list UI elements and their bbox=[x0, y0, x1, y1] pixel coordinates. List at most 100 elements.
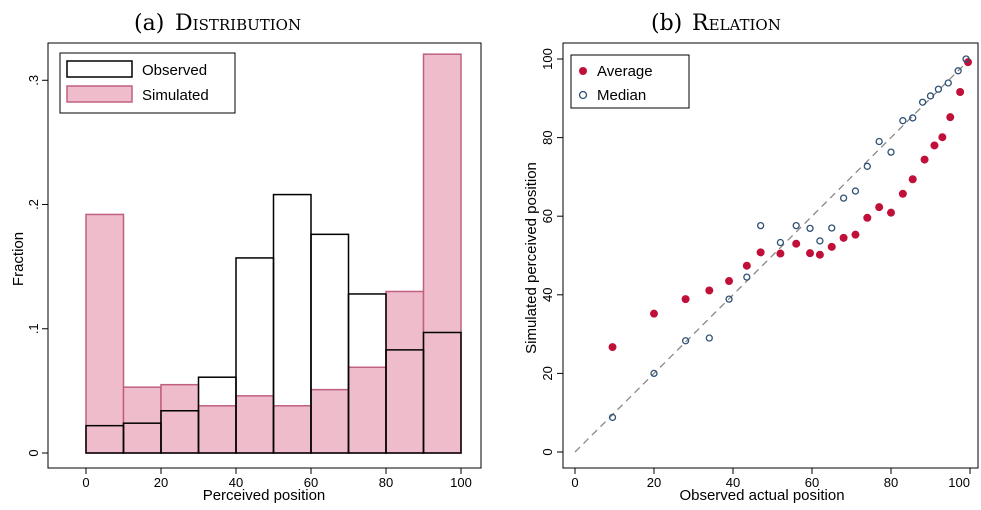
average-point bbox=[863, 213, 872, 222]
average-point bbox=[815, 250, 824, 259]
average-point bbox=[875, 203, 884, 212]
average-point bbox=[756, 248, 765, 257]
legend-observed-label: Observed bbox=[142, 62, 207, 79]
legend-simulated-swatch bbox=[66, 85, 133, 103]
median-point bbox=[899, 117, 907, 125]
simulated-bar bbox=[235, 395, 275, 454]
average-point bbox=[806, 249, 815, 258]
average-point bbox=[930, 141, 939, 150]
simulated-bar bbox=[422, 53, 462, 454]
average-point bbox=[608, 343, 617, 352]
panel-b-title: Relation bbox=[692, 11, 781, 36]
median-point bbox=[934, 85, 943, 93]
average-point bbox=[827, 242, 836, 251]
x-tick-label: 60 bbox=[805, 475, 819, 490]
simulated-bar bbox=[160, 383, 200, 454]
average-point bbox=[964, 58, 973, 67]
panel-b-legend-box bbox=[570, 54, 690, 109]
median-point bbox=[875, 137, 883, 146]
panel-a-y-ticks: 0 .1 .2 .3 bbox=[26, 75, 48, 457]
average-point bbox=[851, 230, 860, 239]
panel-a-legend: Observed Simulated bbox=[59, 52, 236, 114]
panel-b-y-ticks: 0 20 40 60 80 100 bbox=[540, 48, 563, 456]
legend-simulated-label: Simulated bbox=[142, 87, 209, 104]
x-tick-label: 20 bbox=[647, 475, 661, 490]
y-tick-label: .1 bbox=[26, 323, 41, 334]
median-point bbox=[887, 148, 895, 156]
y-tick-label: 80 bbox=[540, 130, 555, 144]
median-point bbox=[926, 92, 935, 100]
simulated-bar bbox=[310, 388, 350, 454]
x-tick-label: 40 bbox=[229, 475, 243, 490]
y-tick-label: 40 bbox=[540, 288, 555, 302]
median-point bbox=[944, 79, 952, 87]
median-points bbox=[608, 55, 970, 422]
panel-b-plot-frame bbox=[562, 42, 979, 469]
panel-b-x-ticks: 0 20 40 60 80 100 bbox=[571, 468, 971, 490]
observed-bar bbox=[422, 331, 462, 454]
median-point bbox=[725, 295, 733, 303]
panel-a-title: Distribution bbox=[175, 11, 301, 36]
x-tick-label: 20 bbox=[154, 475, 168, 490]
x-tick-label: 80 bbox=[379, 475, 393, 490]
x-tick-label: 100 bbox=[948, 475, 970, 490]
y-tick-label: 0 bbox=[540, 448, 555, 455]
panel-a-y-axis-label: Fraction bbox=[10, 232, 27, 286]
y-tick-label: .3 bbox=[26, 75, 41, 86]
average-point bbox=[742, 261, 751, 270]
simulated-bar bbox=[85, 213, 125, 454]
y-tick-label: 0 bbox=[26, 449, 41, 456]
y-tick-label: 100 bbox=[540, 48, 555, 70]
panel-b-title-prefix: (b) bbox=[651, 11, 682, 36]
median-point bbox=[954, 67, 962, 75]
simulated-bar bbox=[385, 290, 425, 454]
average-point bbox=[681, 295, 690, 304]
y-tick-label: 20 bbox=[540, 366, 555, 380]
average-point bbox=[898, 189, 907, 198]
legend-average-marker bbox=[579, 67, 587, 75]
average-point bbox=[839, 233, 848, 242]
median-point bbox=[816, 237, 824, 245]
median-point bbox=[806, 224, 814, 233]
x-tick-label: 40 bbox=[726, 475, 740, 490]
median-point bbox=[918, 98, 927, 106]
median-point bbox=[792, 221, 800, 230]
reference-diagonal-line bbox=[574, 58, 971, 453]
average-point bbox=[920, 155, 929, 164]
x-tick-label: 0 bbox=[571, 475, 578, 490]
legend-median-marker bbox=[578, 90, 588, 100]
y-tick-label: .2 bbox=[26, 199, 41, 210]
panel-b-y-axis-label: Simulated perceived position bbox=[523, 162, 540, 354]
observed-bars bbox=[85, 193, 462, 454]
panel-a-plot-frame bbox=[47, 42, 482, 469]
panel-b-legend: Average Median bbox=[570, 54, 690, 109]
simulated-bar bbox=[347, 366, 387, 454]
simulated-bar bbox=[122, 386, 162, 454]
median-point bbox=[776, 238, 785, 247]
median-point bbox=[681, 337, 690, 345]
x-tick-label: 60 bbox=[304, 475, 318, 490]
panel-b-x-axis-label: Observed actual position bbox=[679, 487, 844, 504]
average-point bbox=[650, 309, 658, 318]
average-point bbox=[956, 88, 965, 97]
median-point bbox=[608, 413, 617, 422]
average-point bbox=[705, 286, 714, 295]
average-point bbox=[908, 175, 917, 184]
x-tick-label: 100 bbox=[450, 475, 472, 490]
y-tick-label: 60 bbox=[540, 209, 555, 223]
average-point bbox=[792, 239, 801, 248]
x-tick-label: 0 bbox=[82, 475, 89, 490]
average-point bbox=[725, 277, 734, 286]
median-point bbox=[839, 194, 848, 202]
average-point bbox=[946, 113, 955, 122]
median-point bbox=[863, 162, 871, 170]
average-point bbox=[938, 133, 947, 142]
median-point bbox=[743, 273, 751, 281]
average-point bbox=[776, 249, 785, 258]
average-points bbox=[608, 58, 973, 352]
panel-relation: (b) Relation 0 20 40 60 80 100 0 20 40 60 80 100 O… bbox=[523, 11, 979, 504]
median-point bbox=[705, 334, 713, 342]
panel-a-x-axis-label: Perceived position bbox=[203, 487, 326, 504]
panel-a-title-prefix: (a) bbox=[134, 11, 164, 36]
legend-median-label: Median bbox=[597, 87, 646, 104]
